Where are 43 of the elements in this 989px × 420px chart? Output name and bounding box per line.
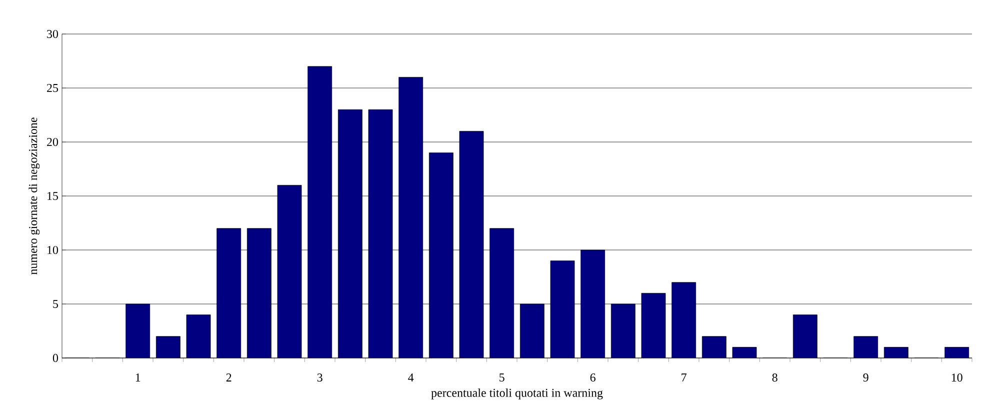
bar — [246, 228, 272, 358]
y-tick-label: 5 — [53, 300, 58, 308]
bar — [186, 314, 211, 358]
x-tick-label: 8 — [772, 374, 778, 382]
y-tick-label: 30 — [47, 30, 58, 38]
bar — [338, 109, 362, 358]
x-tick-label: 6 — [590, 374, 596, 382]
bar — [580, 250, 606, 358]
bar — [944, 346, 970, 358]
y-tick-label: 25 — [47, 84, 58, 92]
bar — [216, 228, 242, 358]
x-tick-label: 9 — [863, 374, 868, 382]
bar — [702, 336, 726, 358]
x-tick-label: 3 — [317, 374, 322, 382]
bar — [490, 228, 514, 358]
x-tick-label: 5 — [500, 374, 504, 382]
bar — [610, 304, 636, 358]
bar — [550, 260, 575, 358]
bar — [368, 109, 393, 358]
bar — [428, 152, 454, 358]
bar — [792, 314, 818, 358]
bar — [520, 304, 544, 358]
y-tick-label: 0 — [52, 354, 58, 362]
y-tick-label: 10 — [48, 246, 58, 254]
bar — [308, 66, 332, 358]
bar — [126, 304, 150, 358]
x-tick-label: 1 — [136, 374, 140, 382]
y-axis-title: numero giornate di negoziazione — [28, 118, 40, 275]
x-tick-label: 10 — [952, 374, 962, 382]
bar — [884, 347, 908, 358]
x-tick-label: 2 — [226, 374, 232, 382]
bar — [854, 336, 878, 358]
x-tick-label: 7 — [682, 374, 686, 382]
bar — [156, 336, 180, 358]
x-tick-label: 4 — [408, 374, 414, 382]
y-tick-label: 15 — [48, 192, 58, 200]
bar — [672, 282, 696, 358]
bar — [398, 76, 424, 358]
bar — [459, 130, 484, 358]
x-axis-title: percentuale titoli quotati in warning — [431, 388, 603, 400]
y-tick-label: 20 — [47, 138, 58, 146]
bar — [641, 292, 666, 358]
bar — [277, 184, 302, 358]
